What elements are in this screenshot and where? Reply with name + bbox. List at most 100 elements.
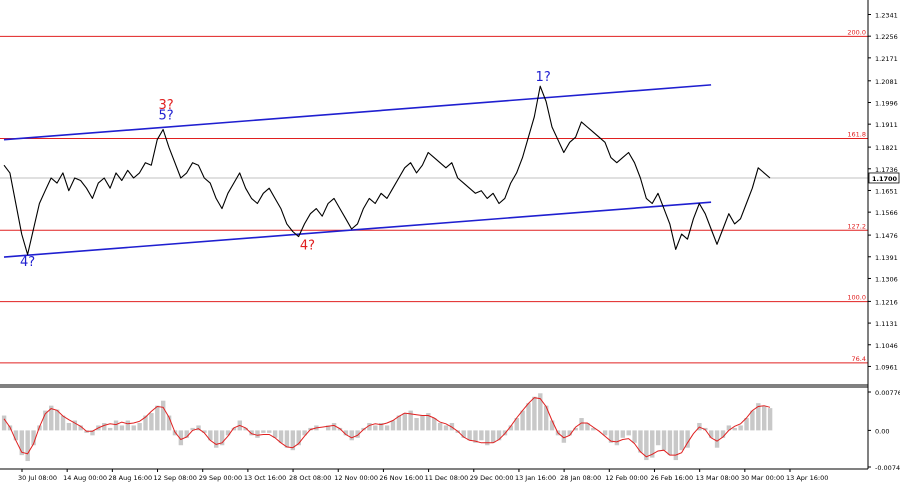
oscillator-histogram-bar [343,430,349,436]
oscillator-histogram-bar [720,430,726,438]
oscillator-histogram-bar [685,430,690,448]
wave-label: 3? [158,98,173,113]
oscillator-histogram-bar [396,415,402,431]
oscillator-histogram-bar [626,430,631,436]
oscillator-histogram-bar [414,418,419,431]
oscillator-histogram-bar [479,430,484,441]
price-tick-label: 1.0961 [875,363,898,371]
price-tick-label: 1.1911 [875,121,898,129]
oscillator-histogram-bar [756,403,761,431]
oscillator-histogram-bar [373,425,378,431]
oscillator-histogram-bar [526,403,531,431]
oscillator-histogram-bar [762,405,767,431]
fib-level-label: 76.4 [852,355,866,363]
price-tick-label: 1.1996 [875,99,898,107]
time-tick-label: 14 Aug 00:00 [63,474,107,482]
oscillator-histogram-bar [214,430,219,448]
oscillator-histogram-bar [72,420,78,431]
oscillator-histogram-bar [602,430,608,436]
oscillator-histogram-bar [579,418,584,431]
oscillator-histogram-bar [107,427,113,431]
oscillator-histogram-bar [638,430,643,453]
oscillator-pane [1,393,773,462]
oscillator-histogram-bar [261,430,266,433]
oscillator-histogram-bar [714,430,720,448]
oscillator-histogram-bar [549,420,555,431]
oscillator-histogram-bar [178,430,184,446]
current-price-label: 1.1700 [872,175,898,183]
oscillator-tick-label: 0.00776 [875,389,900,397]
oscillator-histogram-bar [184,430,189,438]
time-tick-label: 13 Apr 16:00 [786,474,828,482]
oscillator-histogram-bar [732,427,737,431]
oscillator-histogram-bar [532,396,537,431]
time-tick-label: 12 Sep 08:00 [154,474,197,482]
oscillator-histogram-bar [538,393,543,431]
oscillator-histogram-bar [473,430,478,443]
oscillator-histogram-bar [19,430,24,456]
oscillator-histogram-bar [25,430,30,462]
oscillator-histogram-bar [614,430,620,446]
oscillator-histogram-bar [31,430,36,446]
oscillator-histogram-bar [331,422,337,431]
oscillator-histogram-bar [767,408,773,431]
oscillator-histogram-bar [661,430,667,451]
oscillator-histogram-bar [143,415,148,431]
oscillator-histogram-bar [102,422,107,431]
channel-line-upper [3,84,712,141]
oscillator-histogram-bar [278,430,284,443]
oscillator-histogram-bar [585,422,590,431]
wave-label: 5? [158,108,173,123]
oscillator-histogram-bar [514,418,519,431]
wave-label: 4? [300,238,315,253]
time-tick-label: 12 Feb 00:00 [605,474,648,482]
oscillator-histogram-bar [249,430,254,436]
current-price-box [868,172,900,184]
oscillator-histogram-bar [408,410,413,431]
oscillator-signal-line [3,397,771,458]
oscillator-histogram-bar [267,430,272,433]
oscillator-histogram-bar [155,405,160,431]
wave-label: 4? [20,255,35,270]
oscillator-histogram-bar [137,422,142,431]
oscillator-histogram-bar [60,415,66,431]
price-tick-label: 1.1821 [875,144,898,152]
time-tick-label: 28 Aug 16:00 [108,474,152,482]
oscillator-histogram-bar [131,425,136,431]
oscillator-histogram-bar [496,430,502,441]
oscillator-histogram-bar [1,415,7,431]
oscillator-histogram-bar [432,418,437,431]
oscillator-histogram-bar [390,420,396,431]
price-tick-label: 1.1216 [875,298,898,306]
time-tick-label: 30 Jul 08:00 [18,474,57,482]
price-tick-label: 1.1566 [875,209,898,217]
oscillator-histogram-bar [296,430,301,446]
oscillator-histogram-bar [225,430,231,436]
oscillator-tick-label: -0.0074 [875,464,900,472]
oscillator-histogram-bar [149,413,154,431]
oscillator-histogram-bar [673,430,679,461]
oscillator-histogram-bar [726,425,732,431]
oscillator-histogram-bar [160,400,166,431]
oscillator-histogram-bar [272,430,278,438]
time-tick-label: 28 Oct 08:00 [289,474,331,482]
oscillator-histogram-bar [190,427,195,431]
price-tick-label: 1.1306 [875,275,898,283]
oscillator-histogram-bar [561,430,567,443]
price-series-line [3,85,771,256]
oscillator-histogram-bar [13,430,19,441]
price-tick-label: 1.1651 [875,187,898,195]
oscillator-histogram-bar [231,427,237,431]
wave-label: 1? [536,70,551,85]
oscillator-histogram-bar [208,430,213,441]
time-tick-label: 12 Nov 00:00 [334,474,378,482]
oscillator-histogram-bar [166,415,172,431]
time-tick-label: 30 Mar 00:00 [741,474,784,482]
oscillator-histogram-bar [667,430,673,456]
time-tick-label: 28 Jan 08:00 [560,474,601,482]
price-tick-label: 1.2256 [875,33,898,41]
oscillator-histogram-bar [426,413,431,431]
time-tick-label: 11 Dec 08:00 [425,474,469,482]
